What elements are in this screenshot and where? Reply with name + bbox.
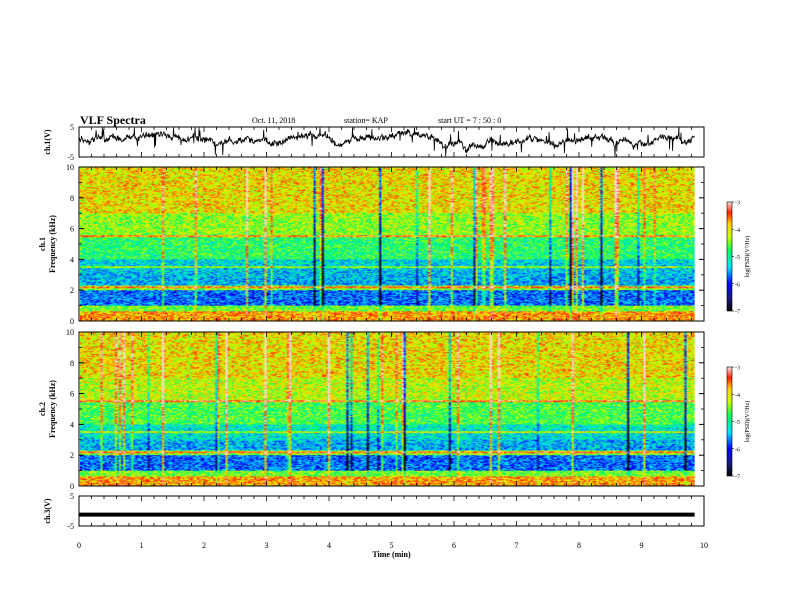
colorbar [726,201,733,312]
colorbar-label: log(PSD)(V²/Hz) [744,401,751,442]
colorbar-tick-label: -6 [735,282,740,288]
y-tick-label: 6 [70,225,74,234]
colorbar-tick-label: -5 [735,420,740,426]
channel-label: ch.2 [38,402,47,416]
start-time-label: start UT = 7 : 50 : 0 [438,116,502,125]
y-tick-label: 5 [70,492,74,501]
date-label: Oct. 11, 2018 [252,116,296,125]
x-tick-label: 7 [515,541,519,550]
channel-label: ch.1 [38,237,47,251]
y-tick-label: -5 [67,153,74,162]
colorbar [726,366,733,477]
colorbar-tick-label: -5 [735,255,740,261]
colorbar-tick-label: -6 [735,447,740,453]
y-tick-label: 0 [70,317,74,326]
y-tick-label: 2 [70,286,74,295]
frequency-axis-label: Frequency (kHz) [48,215,57,273]
figure-title: VLF Spectra [80,113,146,127]
y-tick-label: -5 [67,522,74,531]
x-tick-label: 5 [390,541,394,550]
y-tick-label: 10 [66,163,74,172]
colorbar-tick-label: -4 [735,228,740,234]
y-tick-label: 4 [70,255,74,264]
data-layer [78,127,695,517]
spectrogram-image-ch2 [80,332,695,486]
y-tick-label: 4 [70,420,74,429]
x-tick-label: 3 [265,541,269,550]
spectrogram-image-ch1 [80,167,695,321]
colorbar-label: log(PSD)(V²/Hz) [744,236,751,277]
y-tick-label: 8 [70,359,74,368]
waveform-axis-label: ch.3(V) [43,498,52,523]
x-tick-label: 6 [452,541,456,550]
x-tick-label: 0 [77,541,81,550]
colorbar-tick-label: -4 [735,393,740,399]
x-axis-label: Time (min) [372,550,411,559]
x-tick-label: 4 [327,541,331,550]
y-tick-label: 2 [70,451,74,460]
frequency-axis-label: Frequency (kHz) [48,380,57,438]
ch1-waveform-trace [78,127,695,157]
y-tick-label: 6 [70,390,74,399]
x-tick-label: 8 [577,541,581,550]
colorbar-tick-label: -7 [735,475,740,481]
y-tick-label: 0 [70,482,74,491]
colorbar-tick-label: -7 [735,310,740,316]
x-tick-label: 9 [640,541,644,550]
x-tick-label: 2 [202,541,206,550]
waveform-axis-label: ch.1(V) [43,129,52,154]
x-tick-label: 10 [700,541,708,550]
y-tick-label: 5 [70,123,74,132]
y-tick-label: 10 [66,328,74,337]
colorbar-tick-label: -3 [735,201,740,207]
colorbar-tick-label: -3 [735,366,740,372]
station-label: station= KAP [344,116,388,125]
y-tick-label: 8 [70,194,74,203]
x-tick-label: 1 [140,541,144,550]
